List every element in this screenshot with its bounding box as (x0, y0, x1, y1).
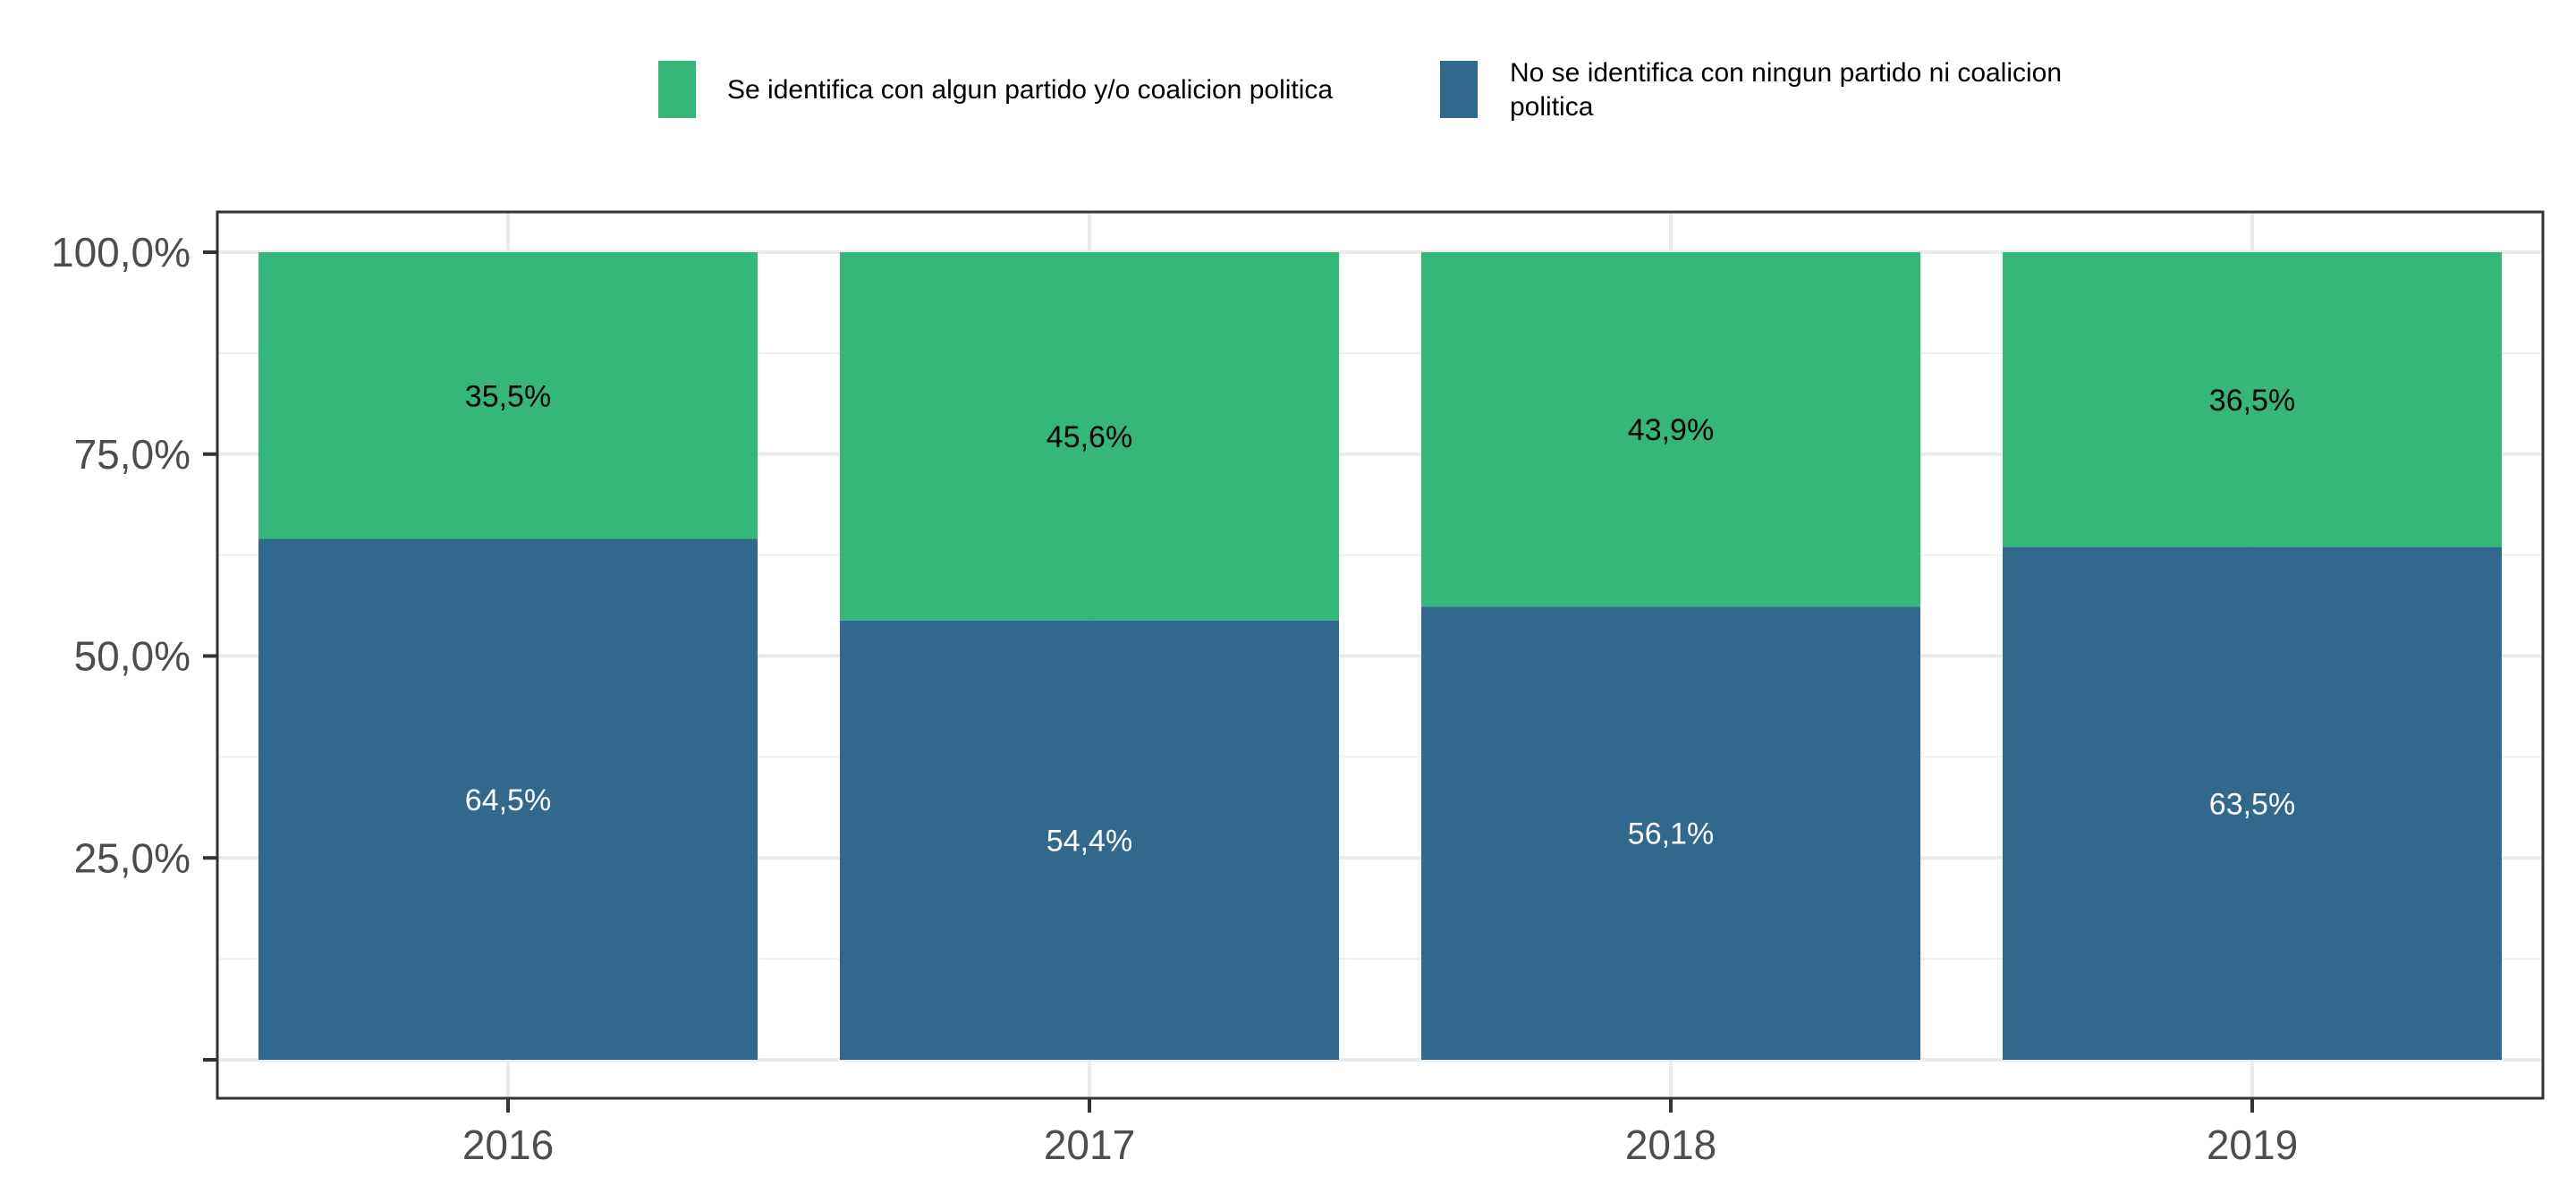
bar-segment-2018-series-1 (1421, 252, 1920, 607)
x-tick-label: 2016 (462, 1122, 554, 1168)
data-label-2017-series-1: 45,6% (1046, 420, 1132, 454)
y-tick-label: 25,0% (74, 834, 191, 881)
data-label-2019-series-0: 63,5% (2209, 787, 2295, 821)
data-label-2019-series-1: 36,5% (2209, 384, 2295, 418)
bar-segment-2016-series-1 (258, 252, 758, 539)
legend-key-series-1 (658, 61, 696, 118)
y-tick-label: 100,0% (51, 229, 191, 275)
bar-segment-2017-series-0 (840, 620, 1339, 1060)
data-label-2016-series-0: 64,5% (465, 783, 551, 817)
data-label-2016-series-1: 35,5% (465, 379, 551, 413)
bar-segment-2019-series-0 (2003, 546, 2502, 1060)
bar-segment-2016-series-0 (258, 538, 758, 1060)
bars (258, 252, 2502, 1060)
data-label-2017-series-0: 54,4% (1046, 824, 1132, 858)
y-tick-label: 50,0% (74, 633, 191, 680)
bar-segment-2019-series-1 (2003, 252, 2502, 547)
data-label-2018-series-1: 43,9% (1628, 413, 1714, 447)
legend-label-series-1: Se identifica con algun partido y/o coal… (727, 75, 1333, 105)
x-tick-label: 2019 (2207, 1122, 2298, 1168)
legend-label-series-0: No se identifica con ningun partido ni c… (1510, 58, 2062, 88)
bar-segment-2018-series-0 (1421, 606, 1920, 1060)
bar-segment-2017-series-1 (840, 252, 1339, 621)
data-label-2018-series-0: 56,1% (1628, 817, 1714, 851)
axes: 25,0% 50,0% 75,0% 100,0% 2016 2017 2018 2019 (51, 229, 2298, 1168)
legend-label-series-0: politica (1510, 92, 1594, 122)
x-tick-label: 2017 (1044, 1122, 1135, 1168)
data-labels: 64,5% 35,5% 54,4% 45,6% 56,1% 43,9% 63,5% 36,5% (465, 379, 2295, 858)
y-tick-label: 75,0% (74, 431, 191, 478)
legend: Se identifica con algun partido y/o coal… (658, 58, 2062, 122)
x-tick-label: 2018 (1625, 1122, 1716, 1168)
legend-key-series-0 (1440, 61, 1478, 118)
